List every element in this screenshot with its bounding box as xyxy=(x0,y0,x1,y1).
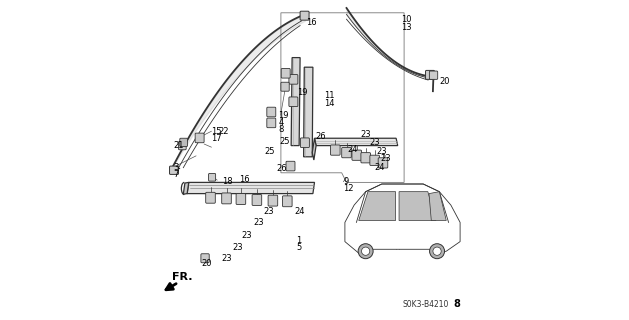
Text: 8: 8 xyxy=(454,299,460,309)
Polygon shape xyxy=(399,192,436,220)
Text: 17: 17 xyxy=(211,134,222,143)
Polygon shape xyxy=(359,192,396,220)
FancyBboxPatch shape xyxy=(195,133,204,143)
Circle shape xyxy=(433,247,441,255)
Text: 23: 23 xyxy=(232,243,243,252)
Text: 9: 9 xyxy=(343,177,348,186)
Text: 10: 10 xyxy=(401,15,412,24)
Text: 25: 25 xyxy=(279,137,290,146)
Text: 23: 23 xyxy=(370,138,381,147)
Text: 18: 18 xyxy=(221,177,232,186)
Text: 26: 26 xyxy=(315,132,326,141)
FancyBboxPatch shape xyxy=(289,75,298,84)
Text: FR.: FR. xyxy=(172,272,192,282)
FancyBboxPatch shape xyxy=(282,196,292,207)
Text: 12: 12 xyxy=(343,184,353,193)
FancyBboxPatch shape xyxy=(281,68,290,78)
Text: 23: 23 xyxy=(360,130,371,139)
Text: 7: 7 xyxy=(173,170,179,179)
FancyBboxPatch shape xyxy=(170,166,179,174)
Text: 16: 16 xyxy=(238,175,249,184)
Text: 11: 11 xyxy=(324,92,335,100)
Polygon shape xyxy=(183,182,189,194)
FancyBboxPatch shape xyxy=(300,11,309,20)
Text: 25: 25 xyxy=(265,148,275,156)
FancyBboxPatch shape xyxy=(352,150,362,160)
FancyBboxPatch shape xyxy=(301,138,309,148)
Text: 19: 19 xyxy=(297,88,308,97)
Text: 13: 13 xyxy=(401,23,412,32)
Text: 22: 22 xyxy=(218,127,229,136)
FancyBboxPatch shape xyxy=(268,195,277,206)
FancyBboxPatch shape xyxy=(201,254,209,263)
FancyBboxPatch shape xyxy=(179,141,186,150)
Text: 16: 16 xyxy=(306,18,317,27)
FancyBboxPatch shape xyxy=(426,70,435,79)
FancyBboxPatch shape xyxy=(252,195,262,205)
FancyBboxPatch shape xyxy=(180,138,187,147)
Text: 23: 23 xyxy=(377,147,387,156)
Text: 23: 23 xyxy=(221,254,231,263)
FancyBboxPatch shape xyxy=(330,145,340,155)
Text: 23: 23 xyxy=(242,231,252,240)
Text: 4: 4 xyxy=(279,118,284,127)
FancyBboxPatch shape xyxy=(378,158,388,168)
FancyBboxPatch shape xyxy=(289,97,298,107)
Text: 23: 23 xyxy=(264,207,274,216)
Text: S0K3-B4210: S0K3-B4210 xyxy=(403,300,449,309)
Circle shape xyxy=(358,244,373,259)
Text: 26: 26 xyxy=(276,164,287,173)
Polygon shape xyxy=(314,138,398,146)
Circle shape xyxy=(362,247,370,255)
Text: 8: 8 xyxy=(279,125,284,134)
Text: 23: 23 xyxy=(381,154,391,163)
Polygon shape xyxy=(291,58,300,146)
Text: 24: 24 xyxy=(294,207,305,216)
Text: 3: 3 xyxy=(173,163,179,172)
Text: 19: 19 xyxy=(279,111,289,120)
FancyBboxPatch shape xyxy=(221,193,231,204)
FancyBboxPatch shape xyxy=(236,194,246,204)
Polygon shape xyxy=(429,192,447,220)
Polygon shape xyxy=(312,138,316,160)
Text: 24: 24 xyxy=(375,164,385,172)
FancyBboxPatch shape xyxy=(286,161,295,171)
Text: 1: 1 xyxy=(296,236,301,245)
Text: 20: 20 xyxy=(439,77,450,86)
FancyBboxPatch shape xyxy=(361,153,370,163)
Polygon shape xyxy=(345,184,460,253)
Text: 15: 15 xyxy=(211,127,222,136)
Text: 5: 5 xyxy=(296,244,301,252)
Text: 24: 24 xyxy=(347,145,358,154)
Text: 21: 21 xyxy=(173,141,184,150)
FancyBboxPatch shape xyxy=(267,118,276,128)
FancyBboxPatch shape xyxy=(370,155,379,165)
FancyBboxPatch shape xyxy=(430,71,438,79)
Text: 20: 20 xyxy=(201,260,212,268)
FancyBboxPatch shape xyxy=(267,107,276,117)
Polygon shape xyxy=(304,67,313,157)
FancyBboxPatch shape xyxy=(209,173,216,181)
Text: 14: 14 xyxy=(324,100,335,108)
FancyBboxPatch shape xyxy=(281,82,289,91)
FancyBboxPatch shape xyxy=(342,148,352,158)
Circle shape xyxy=(430,244,445,259)
Text: 23: 23 xyxy=(253,218,264,227)
Polygon shape xyxy=(187,182,314,194)
FancyBboxPatch shape xyxy=(206,192,215,203)
